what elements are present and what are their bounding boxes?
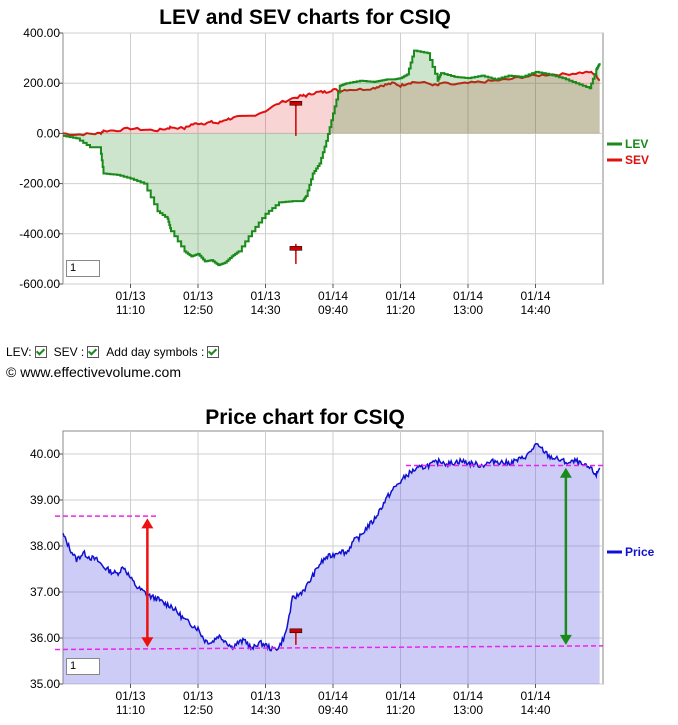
top-ytick-label: 200.00 [23,76,60,90]
bottom-xtick-date: 01/13 [115,689,145,703]
top-xtick-date: 01/13 [250,289,280,303]
reference-line-support [54,645,604,651]
top-xtick-time: 11:20 [386,303,415,317]
top-xtick-date: 01/13 [183,289,213,303]
bottom-ytick-label: 35.00 [30,677,60,691]
top-ytick-label: -400.00 [19,227,60,241]
series-lev-area [63,50,600,266]
top-xtick-date: 01/14 [318,289,348,303]
series-sev-line [62,70,601,137]
bottom-xtick-date: 01/14 [385,689,415,703]
legend-label-sev: SEV [625,153,649,167]
series-lev-line [63,49,601,267]
top-zoom-input[interactable]: 1 [66,260,100,277]
sev-checkbox[interactable] [87,346,100,358]
bottom-xtick-date: 01/14 [453,689,483,703]
bottom-legend: Price [607,545,655,559]
sev-toggle-label: SEV : [53,345,85,359]
lev-checkbox[interactable] [34,346,47,358]
range-arrow [559,467,572,645]
bottom-ytick-label: 40.00 [30,447,60,461]
legend-label-lev: LEV [625,137,648,151]
bottom-ytick-label: 37.00 [30,585,60,599]
lev-day-marker-flag [289,246,303,251]
bottom-xtick-time: 14:30 [250,703,280,717]
top-xtick-date: 01/14 [520,289,550,303]
series-price-line [62,442,601,652]
top-xtick-time: 14:40 [520,303,550,317]
sev-day-marker-flag [289,101,303,106]
chart-controls: LEV: SEV : Add day symbols : [6,345,223,359]
bottom-xtick-time: 13:00 [453,703,483,717]
bottom-xtick-time: 11:10 [116,703,145,717]
top-xtick-time: 09:40 [318,303,348,317]
top-xtick-date: 01/14 [385,289,415,303]
top-xtick-time: 12:50 [183,303,213,317]
bottom-xtick-time: 14:40 [520,703,550,717]
bottom-chart-title: Price chart for CSIQ [205,406,405,429]
bottom-xtick-time: 11:20 [386,703,415,717]
bottom-zoom-input[interactable]: 1 [66,658,100,675]
bottom-xtick-date: 01/14 [520,689,550,703]
day-symbols-checkbox[interactable] [207,346,220,358]
price-day-marker-flag [289,628,303,634]
bottom-ytick-label: 38.00 [30,539,60,553]
top-xtick-date: 01/13 [115,289,145,303]
copyright-text: © www.effectivevolume.com [6,364,182,380]
series-sev-area [63,71,600,136]
bottom-ytick-label: 36.00 [30,631,60,645]
day-symbols-label: Add day symbols : [106,345,205,359]
range-arrow [141,518,154,648]
top-xtick-time: 11:10 [116,303,145,317]
top-xtick-date: 01/14 [453,289,483,303]
bottom-xtick-time: 12:50 [183,703,213,717]
top-chart-title: LEV and SEV charts for CSIQ [159,6,451,29]
top-ytick-label: 0.00 [37,126,61,140]
lev-sev-chart: LEV and SEV charts for CSIQ 400.00 200.00… [19,6,649,317]
series-price-area [63,443,600,684]
bottom-xtick-time: 09:40 [318,703,348,717]
legend-label-price: Price [625,545,655,559]
top-legend: LEV SEV [607,137,649,167]
top-xtick-time: 14:30 [250,303,280,317]
top-xtick-time: 13:00 [453,303,483,317]
price-chart: Price chart for CSIQ 40.00 39.00 38.00 37.0… [30,406,655,717]
top-ytick-label: -600.00 [19,277,60,291]
top-ytick-label: -200.00 [19,177,60,191]
top-ytick-label: 400.00 [23,26,60,40]
bottom-xtick-date: 01/14 [318,689,348,703]
bottom-xtick-date: 01/13 [250,689,280,703]
bottom-ytick-label: 39.00 [30,493,60,507]
lev-toggle-label: LEV: [6,345,32,359]
bottom-xtick-date: 01/13 [183,689,213,703]
